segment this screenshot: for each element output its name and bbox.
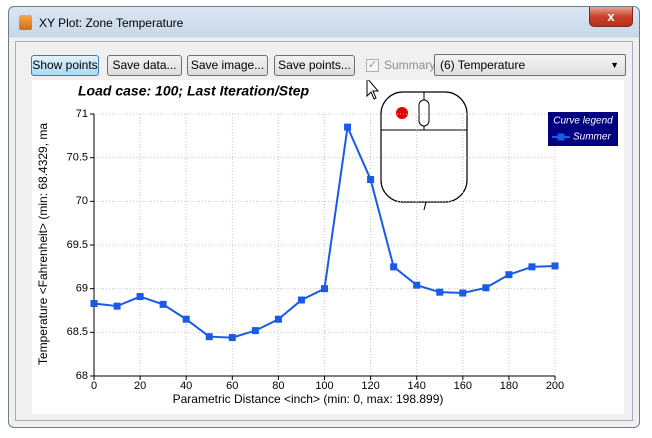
y-tick-label: 68.5 (67, 326, 88, 338)
legend-label: Summer (573, 132, 611, 143)
client-area: Show points Save data... Save image... S… (15, 41, 633, 421)
close-button[interactable]: x (589, 7, 633, 27)
show-points-button[interactable]: Show points (31, 55, 99, 76)
data-point (367, 176, 375, 183)
chart: Load case: 100; Last Iteration/Step Temp… (32, 80, 624, 414)
app-icon (19, 15, 32, 30)
y-axis-label: Temperature <Fahrenheit> (min: 68.4329, … (36, 123, 50, 365)
data-point (205, 333, 213, 341)
data-point (113, 302, 121, 310)
x-tick-label: 80 (272, 380, 284, 392)
x-tick-label: 160 (454, 380, 472, 392)
dropdown-arrow: ▼ (610, 60, 619, 70)
x-tick-label: 100 (315, 380, 333, 392)
data-point (528, 263, 536, 271)
save-points-button[interactable]: Save points... (274, 55, 355, 76)
x-axis-label: Parametric Distance <inch> (min: 0, max:… (173, 392, 444, 406)
legend-title: Curve legend (553, 116, 613, 127)
data-point (159, 300, 167, 308)
window-title: XY Plot: Zone Temperature (39, 16, 184, 30)
x-tick-label: 120 (361, 380, 379, 392)
x-tick-label: 60 (226, 380, 238, 392)
x-tick-label: 200 (546, 380, 564, 392)
summary-label[interactable]: Summary (384, 58, 436, 72)
save-image-button[interactable]: Save image... (187, 55, 268, 76)
data-point (90, 300, 98, 308)
mouse-icon (380, 91, 468, 211)
dropdown-text: (6) Temperature (440, 58, 526, 72)
y-tick-label: 70.5 (67, 152, 88, 164)
save-data-button[interactable]: Save data... (107, 55, 182, 76)
summary-checkbox[interactable]: ✓ (366, 59, 379, 72)
y-tick-label: 68 (76, 370, 88, 382)
data-point (551, 262, 559, 270)
y-tick-label: 69.5 (67, 239, 88, 251)
data-point (344, 123, 352, 131)
data-point (274, 315, 282, 323)
data-point (413, 281, 421, 289)
x-tick-label: 40 (180, 380, 192, 392)
y-tick-label: 69 (76, 283, 88, 295)
chart-title: Load case: 100; Last Iteration/Step (78, 83, 310, 99)
data-point (390, 263, 398, 271)
data-point (436, 288, 444, 296)
x-tick-label: 0 (91, 380, 97, 392)
mouse-cursor (366, 80, 380, 100)
variable-dropdown[interactable]: (6) Temperature ▼ (434, 54, 626, 76)
data-point (505, 271, 513, 279)
x-tick-label: 140 (408, 380, 426, 392)
data-point (182, 315, 190, 323)
data-point (136, 293, 144, 301)
legend-marker (557, 133, 565, 141)
data-point (228, 334, 236, 342)
data-point (251, 327, 259, 335)
data-point (321, 285, 328, 293)
data-point (482, 284, 490, 292)
y-tick-label: 71 (76, 108, 88, 120)
y-tick-label: 70 (76, 195, 88, 207)
window: XY Plot: Zone Temperature x Show points … (8, 6, 640, 428)
x-tick-label: 180 (500, 380, 518, 392)
chart-background (32, 80, 624, 414)
data-point (459, 289, 467, 297)
data-point (297, 296, 305, 304)
x-tick-label: 20 (134, 380, 146, 392)
